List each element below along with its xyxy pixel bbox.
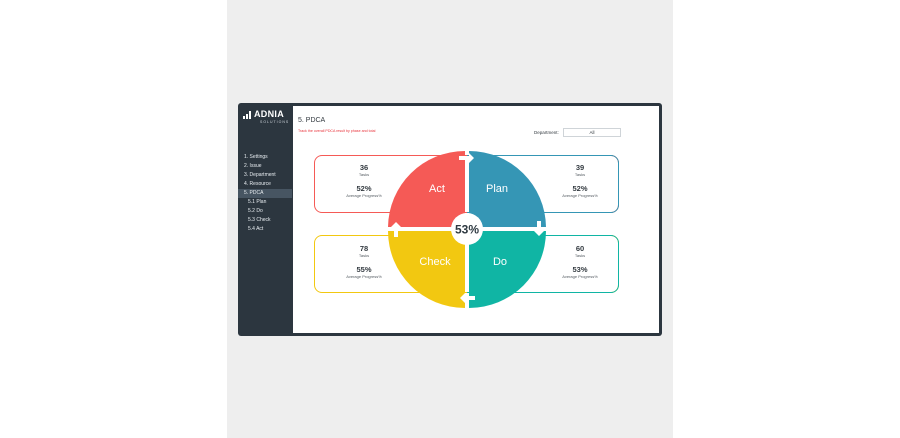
- sidebar-item-do[interactable]: 5.2 Do: [248, 208, 263, 214]
- sidebar: ADNIA SOLUTIONS 1. Settings 2. Issue 3. …: [238, 103, 292, 336]
- sidebar-item-act[interactable]: 5.4 Act: [248, 226, 264, 232]
- logo-name: ADNIA: [254, 109, 284, 119]
- act-task-count: 36: [359, 163, 369, 172]
- center-circle: [451, 213, 483, 245]
- plan-progress: 52%: [572, 184, 588, 193]
- sidebar-item-check[interactable]: 5.3 Check: [248, 217, 271, 223]
- quadrant-act[interactable]: Act: [388, 151, 465, 227]
- sidebar-item-settings[interactable]: 1. Settings: [244, 154, 268, 160]
- quadrant-plan[interactable]: Plan: [469, 151, 546, 227]
- act-tasks-label: Tasks: [358, 172, 370, 177]
- arrow-left-icon: [460, 293, 475, 303]
- check-tasks-label: Tasks: [358, 253, 370, 258]
- do-task-count: 60: [575, 244, 585, 253]
- arrow-up-icon: [391, 222, 401, 237]
- quadrant-check[interactable]: Check: [388, 231, 465, 308]
- act-progress: 52%: [356, 184, 372, 193]
- department-label: Department:: [534, 130, 559, 135]
- quadrant-plan-shape: [469, 151, 546, 227]
- pdca-wheel: Act Plan Check Do 53%: [388, 151, 546, 308]
- logo-bars-icon: [243, 111, 253, 119]
- page-title: 5. PDCA: [298, 117, 326, 124]
- sidebar-nav: 1. Settings 2. Issue 3. Department 4. Re…: [238, 153, 292, 234]
- quadrant-check-label: Check: [419, 256, 451, 268]
- quadrant-do-shape: [469, 231, 546, 308]
- app-window: ADNIA SOLUTIONS 1. Settings 2. Issue 3. …: [238, 103, 662, 336]
- quadrant-act-shape: [388, 151, 465, 227]
- logo: ADNIA SOLUTIONS: [243, 108, 289, 128]
- do-progress: 53%: [572, 265, 588, 274]
- plan-progress-label: Average Progress%: [562, 193, 598, 198]
- do-progress-label: Average Progress%: [562, 274, 598, 279]
- logo-subtitle: SOLUTIONS: [260, 120, 290, 124]
- do-stats: 60 Tasks 53% Average Progress%: [550, 244, 610, 280]
- check-task-count: 78: [359, 244, 369, 253]
- page-subtitle: Track the overall PDCA result by phase a…: [298, 129, 376, 133]
- arrow-right-icon: [459, 153, 474, 163]
- quadrant-do[interactable]: Do: [469, 231, 546, 308]
- sidebar-item-plan[interactable]: 5.1 Plan: [248, 199, 267, 205]
- do-tasks-label: Tasks: [574, 253, 586, 258]
- act-stats: 36 Tasks 52% Average Progress%: [334, 163, 394, 199]
- total-percent: 53%: [455, 223, 479, 237]
- act-progress-label: Average Progress%: [346, 193, 382, 198]
- quadrant-act-label: Act: [429, 183, 445, 195]
- main-content: 5. PDCA Track the overall PDCA result by…: [293, 106, 659, 333]
- sidebar-item-resource[interactable]: 4. Resource: [244, 181, 271, 187]
- plan-tasks-label: Tasks: [574, 172, 586, 177]
- check-progress-label: Average Progress%: [346, 274, 382, 279]
- plan-stats: 39 Tasks 52% Average Progress%: [550, 163, 610, 199]
- sidebar-item-department[interactable]: 3. Department: [244, 172, 276, 178]
- plan-task-count: 39: [575, 163, 585, 172]
- quadrant-plan-label: Plan: [486, 183, 508, 195]
- department-select[interactable]: All: [563, 128, 621, 137]
- check-stats: 78 Tasks 55% Average Progress%: [334, 244, 394, 280]
- check-progress: 55%: [356, 265, 372, 274]
- quadrant-do-label: Do: [493, 256, 507, 268]
- arrow-down-icon: [534, 221, 544, 236]
- sidebar-item-pdca[interactable]: 5. PDCA: [238, 189, 292, 198]
- sidebar-item-issue[interactable]: 2. Issue: [244, 163, 262, 169]
- quadrant-check-shape: [388, 231, 465, 308]
